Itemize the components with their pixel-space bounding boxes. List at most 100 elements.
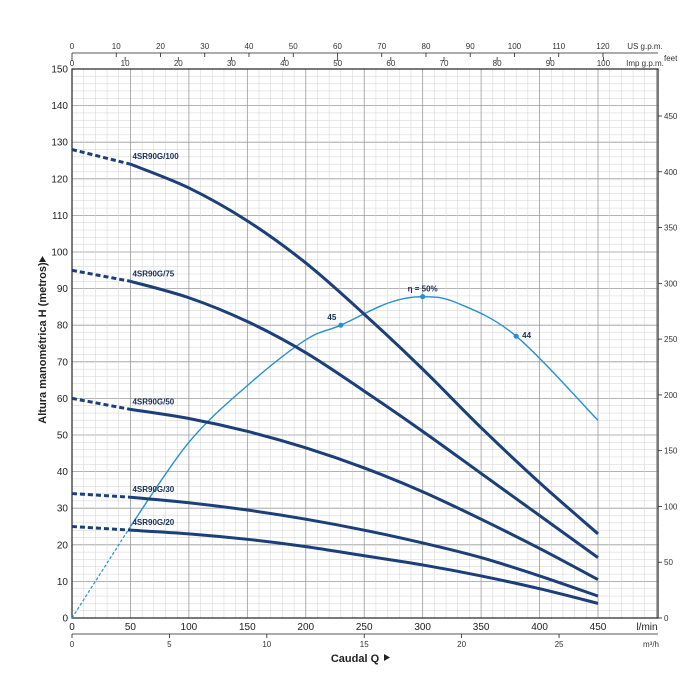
impgpm-tick-label: 40 <box>280 59 289 68</box>
usgpm-tick-label: 80 <box>422 42 431 51</box>
series-dashed-segment <box>71 268 131 283</box>
series-label: 4SR90G/50 <box>132 397 174 406</box>
efficiency-point <box>338 322 344 328</box>
series-dashed-segment <box>71 148 131 166</box>
impgpm-tick-label: 70 <box>440 59 449 68</box>
y-axis-title: Altura manométrica H (metros) <box>37 262 49 424</box>
feet-tick-label: 100 <box>664 502 678 511</box>
y-tick-label: 140 <box>51 101 68 112</box>
y-tick-label: 10 <box>57 577 69 588</box>
feet-tick-label: 400 <box>664 168 678 177</box>
efficiency-curve-dashed <box>71 526 131 619</box>
y-tick-label: 130 <box>51 138 68 149</box>
feet-tick-label: 350 <box>664 224 678 233</box>
impgpm-tick-label: 0 <box>70 59 75 68</box>
x-tick-label: 250 <box>356 622 373 633</box>
efficiency-point <box>513 333 519 339</box>
x-unit-label: l/min <box>636 622 657 633</box>
usgpm-tick-label: 40 <box>245 42 254 51</box>
usgpm-tick-label: 90 <box>466 42 475 51</box>
series-line <box>129 162 599 535</box>
series-label: 4SR90G/30 <box>132 485 174 494</box>
usgpm-tick-label: 20 <box>156 42 165 51</box>
series-label: 4SR90G/75 <box>132 269 174 278</box>
usgpm-tick-label: 0 <box>70 42 75 51</box>
impgpm-tick-label: 20 <box>174 59 183 68</box>
x-axis-title: Caudal Q <box>331 653 380 665</box>
m3h-tick-label: 5 <box>167 640 172 649</box>
efficiency-curve-group <box>71 294 599 619</box>
series-line <box>130 279 599 559</box>
usgpm-tick-label: 60 <box>333 42 342 51</box>
series-dashed-segment <box>71 492 131 499</box>
y-tick-label: 150 <box>51 65 68 76</box>
x-tick-label: 50 <box>125 622 137 633</box>
impgpm-tick-label: 50 <box>333 59 342 68</box>
feet-tick-label: 250 <box>664 335 678 344</box>
impgpm-tick-label: 90 <box>546 59 555 68</box>
y-tick-label: 20 <box>57 540 69 551</box>
feet-tick-label: 450 <box>664 112 678 121</box>
x-tick-label: 400 <box>531 622 548 633</box>
usgpm-unit-label: US g.p.m. <box>627 42 663 51</box>
usgpm-tick-label: 120 <box>596 42 610 51</box>
y-tick-label: 90 <box>57 284 69 295</box>
plot-frame <box>71 68 659 619</box>
series-line <box>130 528 599 605</box>
y-axis-arrow-icon <box>39 256 46 262</box>
efficiency-point-label: η = 50% <box>408 285 438 294</box>
feet-tick-label: 300 <box>664 279 678 288</box>
m3h-unit-label: m³/h <box>643 640 659 649</box>
usgpm-tick-label: 110 <box>552 42 565 51</box>
y-tick-label: 120 <box>51 174 68 185</box>
usgpm-tick-label: 70 <box>377 42 386 51</box>
feet-tick-label: 0 <box>664 614 669 623</box>
usgpm-tick-label: 100 <box>508 42 522 51</box>
x-tick-label: 0 <box>69 622 75 633</box>
impgpm-tick-label: 10 <box>121 59 130 68</box>
usgpm-tick-label: 10 <box>112 42 121 51</box>
usgpm-tick-label: 50 <box>289 42 298 51</box>
series-line <box>130 407 599 581</box>
grid <box>71 68 658 619</box>
y-tick-label: 30 <box>57 504 69 515</box>
y-tick-label: 40 <box>57 467 69 478</box>
y-tick-label: 60 <box>57 394 69 405</box>
m3h-tick-label: 20 <box>457 640 466 649</box>
series-dashed-segment <box>71 396 131 411</box>
impgpm-tick-label: 100 <box>597 59 611 68</box>
x-tick-label: 100 <box>181 622 198 633</box>
impgpm-tick-label: 80 <box>493 59 502 68</box>
x-axis-arrow-icon <box>384 654 390 661</box>
series-line <box>130 495 599 598</box>
x-tick-label: 150 <box>239 622 256 633</box>
y-tick-label: 100 <box>51 248 68 259</box>
y-tick-label: 70 <box>57 357 69 368</box>
x-tick-label: 450 <box>590 622 607 633</box>
efficiency-point-label: 45 <box>327 313 336 322</box>
impgpm-tick-label: 60 <box>386 59 395 68</box>
efficiency-point <box>420 294 426 300</box>
m3h-tick-label: 0 <box>70 640 75 649</box>
y-tick-label: 80 <box>57 321 69 332</box>
impgpm-unit-label: Imp g.p.m. <box>626 59 664 68</box>
feet-unit-label: feet <box>664 54 678 63</box>
series-label: 4SR90G/100 <box>132 152 179 161</box>
feet-tick-label: 150 <box>664 447 678 456</box>
efficiency-point-label: 44 <box>522 331 531 340</box>
m3h-tick-label: 25 <box>555 640 564 649</box>
usgpm-tick-label: 30 <box>200 42 209 51</box>
y-tick-label: 110 <box>52 211 68 222</box>
feet-tick-label: 50 <box>664 558 673 567</box>
m3h-tick-label: 15 <box>360 640 369 649</box>
series-group <box>71 148 599 605</box>
x-tick-label: 350 <box>473 622 490 633</box>
feet-tick-label: 200 <box>664 391 678 400</box>
label-group: 45 η = 50% 44 4SR90G/100 4SR90G/75 4SR90G/50 4… <box>132 152 531 527</box>
y-tick-label: 50 <box>57 431 69 442</box>
m3h-tick-label: 10 <box>262 640 271 649</box>
impgpm-tick-label: 30 <box>227 59 236 68</box>
x-tick-label: 300 <box>414 622 431 633</box>
